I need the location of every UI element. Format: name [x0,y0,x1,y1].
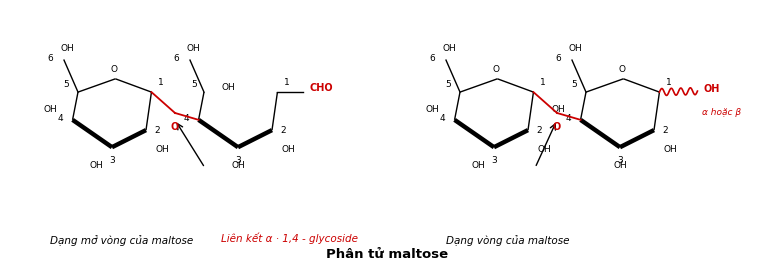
Text: O: O [553,122,561,132]
Text: O: O [171,122,179,132]
Text: 4: 4 [184,114,190,123]
Text: OH: OH [60,44,74,53]
Text: 4: 4 [566,114,571,123]
Text: OH: OH [231,161,245,170]
Text: Liên kết α · 1,4 - glycoside: Liên kết α · 1,4 - glycoside [221,233,358,244]
Text: OH: OH [552,105,566,114]
Text: 1: 1 [284,78,290,87]
Text: 3: 3 [235,156,241,165]
Text: OH: OH [186,44,200,53]
Text: OH: OH [613,161,627,170]
Text: 6: 6 [47,54,53,63]
Text: OH: OH [426,105,440,114]
Text: OH: OH [89,161,103,170]
Text: 1: 1 [540,78,546,87]
Text: 5: 5 [571,80,577,89]
Text: O: O [619,65,626,74]
Text: OH: OH [568,44,582,53]
Text: Dạng mở vòng của maltose: Dạng mở vòng của maltose [50,235,194,246]
Text: 4: 4 [58,114,63,123]
Text: OH: OH [43,105,57,114]
Text: CHO: CHO [310,83,333,93]
Text: Dạng vòng của maltose: Dạng vòng của maltose [447,235,570,246]
Text: OH: OH [155,145,169,154]
Text: 1: 1 [159,78,164,87]
Text: OH: OH [222,83,236,92]
Text: 6: 6 [173,54,179,63]
Text: O: O [493,65,500,74]
Text: 2: 2 [280,125,286,135]
Text: 5: 5 [63,80,69,89]
Text: 2: 2 [154,125,159,135]
Text: OH: OH [663,145,677,154]
Text: OH: OH [537,145,551,154]
Text: O: O [111,65,118,74]
Text: 6: 6 [555,54,561,63]
Text: 2: 2 [536,125,542,135]
Text: 3: 3 [491,156,497,165]
Text: 4: 4 [440,114,446,123]
Text: OH: OH [442,44,456,53]
Text: 1: 1 [666,78,672,87]
Text: 3: 3 [109,156,115,165]
Text: 6: 6 [429,54,435,63]
Text: OH: OH [281,145,295,154]
Text: 5: 5 [191,80,197,89]
Text: OH: OH [471,161,485,170]
Text: Phân tử maltose: Phân tử maltose [326,248,448,261]
Text: α hoặc β: α hoặc β [703,108,741,117]
Text: 2: 2 [662,125,668,135]
Text: OH: OH [704,84,720,94]
Text: 3: 3 [617,156,623,165]
Text: 5: 5 [445,80,451,89]
